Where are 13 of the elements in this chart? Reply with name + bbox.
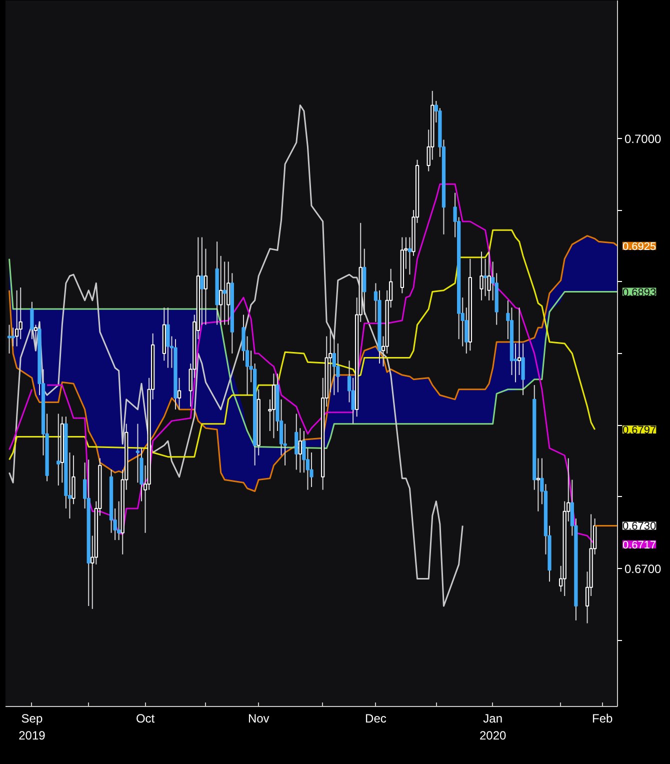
x-tick-label: Dec (365, 712, 386, 726)
annotation: 0.6797 (622, 424, 656, 437)
annotation: 0.6925 (622, 240, 656, 253)
annotation: 0.6717 (622, 539, 656, 552)
x-tick-label: Sep 2019 (18, 712, 46, 742)
annotation: 0.6893 (622, 286, 656, 299)
x-tick-label: Jan 2020 (479, 712, 507, 742)
y-tick-label: 0.7000 (624, 132, 662, 146)
x-tick-label: Oct (136, 712, 156, 726)
x-tick-label: Nov (248, 712, 270, 726)
y-tick-label: 0.6700 (624, 562, 662, 576)
x-tick-label: Feb (592, 712, 614, 726)
annotation: 0.6730 (622, 520, 656, 533)
